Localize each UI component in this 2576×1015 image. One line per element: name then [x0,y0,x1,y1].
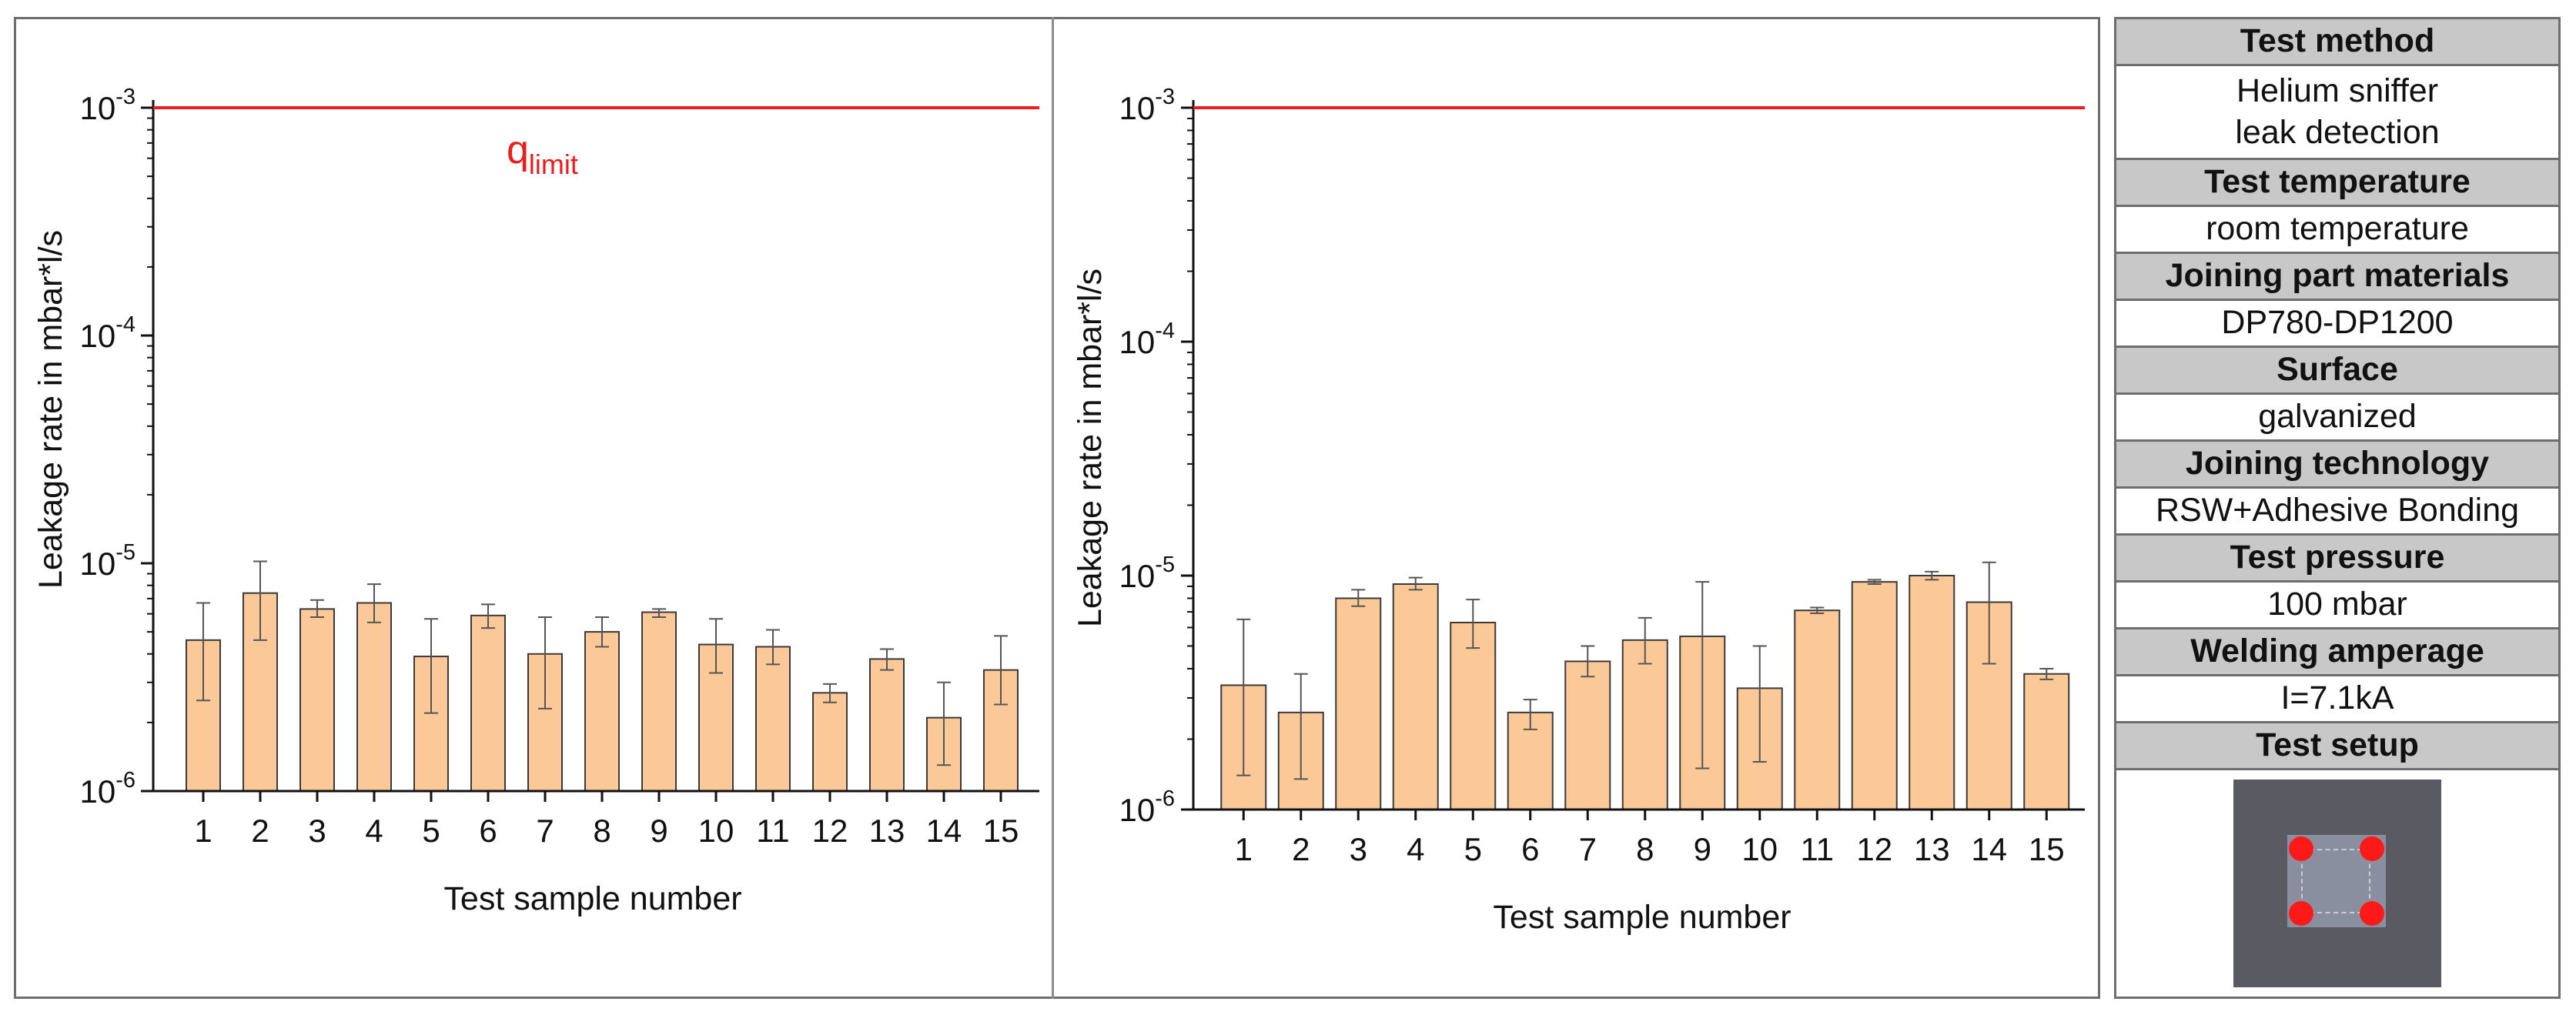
bar-sample-12 [812,692,848,793]
x-tick-label: 14 [926,813,962,849]
materials-header: Joining part materials [2116,254,2558,301]
bar-sample-4 [356,602,392,793]
amperage-header: Welding amperage [2116,629,2558,676]
x-tick-label: 13 [869,813,905,849]
weld-spot-top-right [2360,836,2384,861]
test-info-table: Test method Helium sniffer leak detectio… [2114,17,2561,999]
y-axis-title: Leakage rate in mbar*l/s [32,230,69,589]
amperage-value: I=7.1kA [2116,676,2558,723]
chart-divider [1052,17,1054,999]
y-tick-label: 10-5 [79,540,135,582]
x-tick-label: 13 [1914,831,1950,867]
y-tick-label: 10-3 [79,85,135,126]
x-tick-label: 10 [1741,831,1778,867]
x-tick-label: 4 [1407,831,1424,867]
y-tick-label: 10-6 [79,768,135,810]
test-temperature-value: room temperature [2116,207,2558,254]
x-axis-title: Test sample number [443,880,741,917]
x-tick-label: 9 [1694,831,1711,867]
bar-sample-5 [1450,622,1497,811]
x-tick-label: 5 [422,813,440,849]
x-tick-label: 2 [1292,831,1310,867]
limit-label: qlimit [507,128,578,180]
bar-sample-6 [470,614,506,793]
x-tick-label: 10 [698,813,734,849]
y-tick-label: 10-5 [1119,553,1175,594]
y-tick-label: 10-6 [1119,786,1175,828]
x-tick-label: 6 [479,813,497,849]
x-tick-label: 7 [1579,831,1597,867]
y-tick-label: 10-4 [1119,319,1175,360]
surface-header: Surface [2116,348,2558,395]
test-method-value: Helium sniffer leak detection [2116,66,2558,160]
x-tick-label: 1 [194,813,212,849]
bar-sample-15 [2023,673,2070,810]
test-method-header: Test method [2116,19,2558,66]
leakage-chart-right: 1 2 3 4 5 6 7 8 9 10 11 12 13 14 1510-610-510-410-3Tes… [1072,85,2085,936]
charts-frame [14,17,2100,999]
y-tick-label: 10-3 [1119,85,1175,126]
technology-header: Joining technology [2116,442,2558,489]
pressure-header: Test pressure [2116,536,2558,583]
x-tick-label: 12 [1856,831,1892,867]
x-tick-label: 7 [536,813,554,849]
x-tick-label: 6 [1521,831,1539,867]
bar-sample-11 [1794,609,1841,810]
bar-sample-13 [1909,575,1955,810]
bar-sample-11 [755,646,791,793]
test-temperature-header: Test temperature [2116,160,2558,207]
x-tick-label: 14 [1971,831,2007,867]
bar-sample-9 [641,611,677,792]
weld-spot-top-left [2289,836,2313,861]
test-setup-base-plate [2233,780,2441,987]
weld-spot-bottom-left [2289,901,2313,926]
test-method-line1: Helium sniffer [2236,72,2439,110]
x-tick-label: 15 [2029,831,2065,867]
x-tick-label: 11 [1800,831,1834,867]
surface-value: galvanized [2116,395,2558,442]
test-setup-joining-part [2287,835,2386,927]
bar-sample-8 [1621,639,1668,810]
test-setup-seam-outline [2301,849,2370,913]
test-setup-cell [2116,770,2558,997]
test-method-line2: leak detection [2235,113,2440,151]
x-tick-label: 12 [812,813,848,849]
bar-sample-12 [1851,581,1898,810]
x-tick-label: 1 [1235,831,1253,867]
bar-sample-7 [1564,660,1611,811]
x-tick-label: 9 [650,813,667,849]
x-tick-label: 8 [593,813,611,849]
y-axis-title: Leakage rate in mbar*l/s [1072,269,1109,627]
x-tick-label: 2 [251,813,269,849]
weld-spot-bottom-right [2360,901,2384,926]
x-tick-label: 4 [365,813,383,849]
setup-header: Test setup [2116,723,2558,770]
x-tick-label: 3 [1350,831,1367,867]
x-tick-label: 8 [1636,831,1654,867]
leakage-chart-left: 1 2 3 4 5 6 7 8 9 10 11 12 13 14 1510-610-510-410-3qli… [32,85,1039,917]
y-tick-label: 10-4 [79,312,135,354]
x-tick-label: 5 [1464,831,1482,867]
bar-sample-3 [1335,597,1382,810]
pressure-value: 100 mbar [2116,583,2558,629]
bar-sample-13 [869,658,905,792]
x-tick-label: 3 [308,813,326,849]
materials-value: DP780-DP1200 [2116,301,2558,348]
technology-value: RSW+Adhesive Bonding [2116,489,2558,536]
bar-sample-4 [1392,583,1439,810]
bar-sample-8 [584,631,620,792]
x-tick-label: 11 [756,813,790,849]
x-axis-title: Test sample number [1493,899,1791,936]
x-tick-label: 15 [983,813,1019,849]
bar-sample-3 [299,608,335,792]
